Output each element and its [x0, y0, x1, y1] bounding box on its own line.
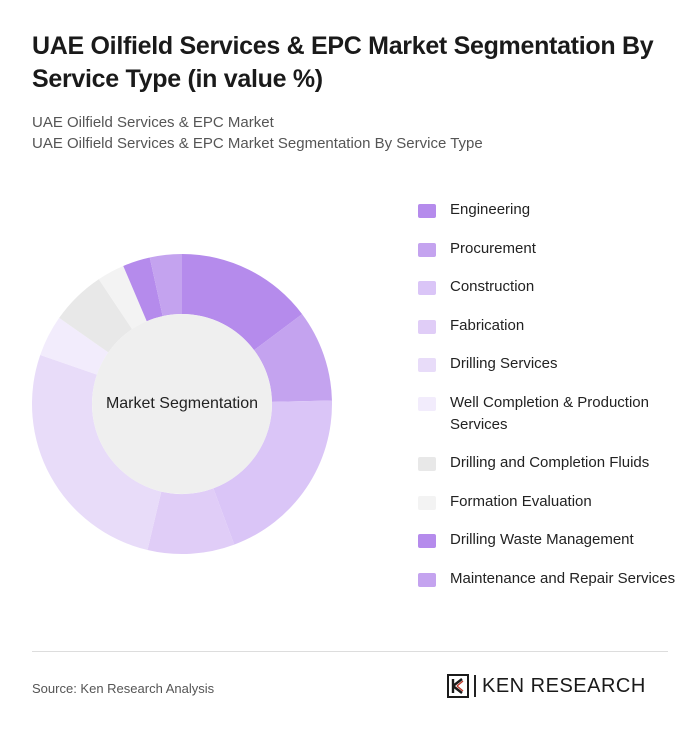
donut-chart-svg [32, 254, 332, 554]
ken-research-logo-text: KEN RESEARCH [482, 675, 646, 697]
donut-slice-formation-evaluation [98, 265, 147, 330]
legend-swatch [418, 242, 436, 257]
ken-research-logo: KEN RESEARCH [447, 674, 646, 698]
donut-slice-engineering [182, 254, 303, 351]
legend-swatch [418, 204, 436, 218]
source-note: Source: Ken Research Analysis [32, 681, 215, 696]
legend-label: Procurement [450, 239, 536, 257]
legend-item-drilling-services: Drilling Services [418, 353, 680, 375]
legend-swatch [418, 281, 436, 295]
legend-label: Drilling and Completion Fluids [450, 454, 650, 471]
chart-subtitle-market: UAE Oilfield Services & EPC Market [32, 114, 274, 131]
legend-item-drilling-waste-management: Drilling Waste Management [418, 529, 680, 551]
donut-slice-maintenance-and-repair-services [149, 254, 182, 317]
legend-label: Formation Evaluation [450, 492, 592, 510]
legend-swatch [418, 358, 436, 372]
legend-item-formation-evaluation: Formation Evaluation [418, 491, 680, 513]
legend-swatch [418, 534, 436, 548]
legend-swatch [418, 396, 436, 411]
donut-slice-procurement [254, 314, 332, 402]
chart-subtitle-segmentation: UAE Oilfield Services & EPC Market Segme… [32, 135, 483, 152]
legend-swatch [418, 457, 436, 471]
legend-item-drilling-and-completion-fluids: Drilling and Completion Fluids [418, 452, 680, 474]
footer-divider [32, 651, 668, 652]
legend-swatch [418, 572, 436, 587]
legend-item-maintenance-and-repair-services: Maintenance and Repair Services [418, 568, 680, 590]
legend-label: Drilling Services [450, 355, 558, 372]
donut-slice-drilling-and-completion-fluids [59, 279, 133, 353]
legend-swatch [418, 319, 436, 334]
ken-research-logo-icon [447, 674, 469, 698]
chart-title: UAE Oilfield Services & EPC Market Segme… [32, 32, 654, 93]
legend-label: Engineering [450, 201, 531, 218]
legend-label: Construction [450, 278, 535, 295]
legend-item-procurement: Procurement [418, 238, 680, 260]
donut-slice-drilling-services [32, 355, 162, 550]
donut-slice-well-completion-and-production-services [40, 317, 109, 375]
donut-slice-drilling-waste-management [123, 257, 163, 322]
legend-label: Fabrication [450, 316, 525, 334]
chart-legend: Engineering Procurement Construction Fabric… [418, 199, 680, 606]
donut-center [92, 314, 272, 494]
legend-item-construction: Construction [418, 276, 680, 298]
donut-slice-fabrication [147, 488, 235, 554]
legend-label: Maintenance and Repair Services [450, 569, 676, 587]
donut-chart: Market Segmentation [30, 252, 334, 556]
legend-item-fabrication: Fabrication [418, 315, 680, 337]
logo-separator [474, 675, 476, 697]
legend-label: Drilling Waste Management [450, 531, 634, 548]
legend-swatch [418, 495, 436, 510]
donut-slice-construction [213, 400, 332, 545]
legend-item-engineering: Engineering [418, 199, 680, 221]
legend-label: Well Completion & Production Services [450, 393, 649, 433]
legend-item-well-completion-and-production-services: Well Completion & Production Services [418, 392, 680, 436]
